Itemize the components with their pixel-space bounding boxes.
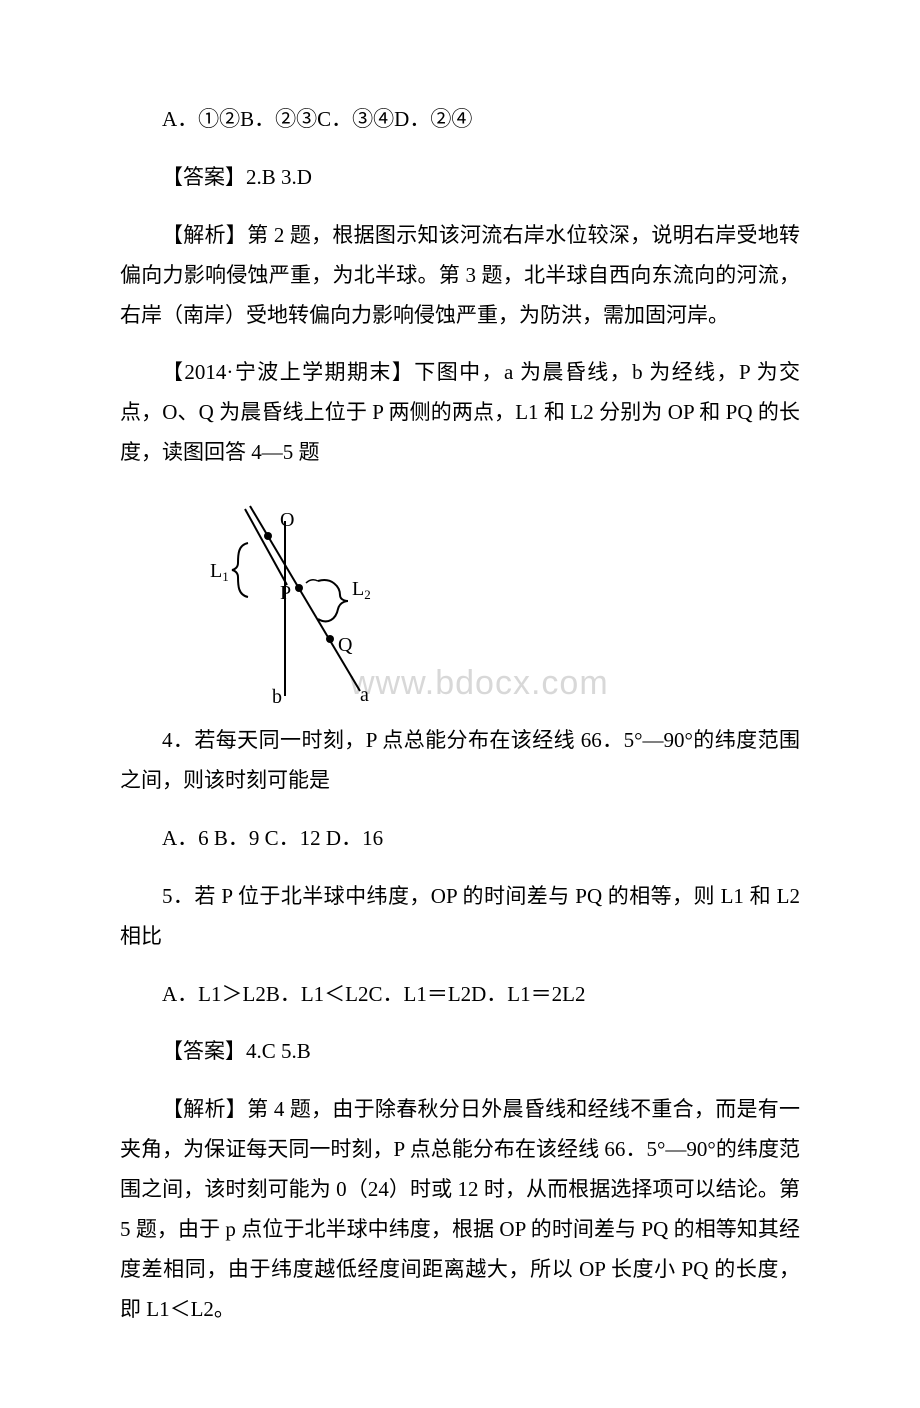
svg-text:Q: Q (338, 634, 353, 656)
geometry-diagram: O P Qa b L1 L2 (210, 491, 630, 711)
question-4-text: 4．若每天同一时刻，P 点总能分布在该经线 66．5°—90°的纬度范围之间，则… (120, 721, 800, 801)
diagram-container: www.bdocx.com OPQabL1L2 (210, 491, 630, 711)
answer-4-5: 【答案】4.C 5.B (120, 1032, 800, 1072)
question-5-options: A．L1＞L2B．L1＜L2C．L1＝L2D．L1＝2L2 (120, 975, 800, 1015)
answer-2-3: 【答案】2.B 3.D (120, 158, 800, 198)
question-5-text: 5．若 P 位于北半球中纬度，OP 的时间差与 PQ 的相等，则 L1 和 L2… (120, 877, 800, 957)
question-4-options: A．6 B．9 C．12 D．16 (120, 819, 800, 859)
svg-text:P: P (280, 582, 291, 604)
explanation-4-5: 【解析】第 4 题，由于除春秋分日外晨昏线和经线不重合，而是有一夹角，为保证每天… (120, 1090, 800, 1329)
explanation-2-3: 【解析】第 2 题，根据图示知该河流右岸水位较深，说明右岸受地转偏向力影响侵蚀严… (120, 216, 800, 336)
svg-text:O: O (280, 509, 294, 531)
intro-4-5: 【2014·宁波上学期期末】下图中，a 为晨昏线，b 为经线，P 为交点，O、Q… (120, 353, 800, 473)
svg-text:L2: L2 (352, 578, 371, 602)
svg-text:b: b (272, 686, 282, 708)
svg-text:L1: L1 (210, 560, 229, 584)
question-3-options: A．①②B．②③C．③④D．②④ (120, 100, 800, 140)
svg-text:a: a (360, 684, 369, 706)
